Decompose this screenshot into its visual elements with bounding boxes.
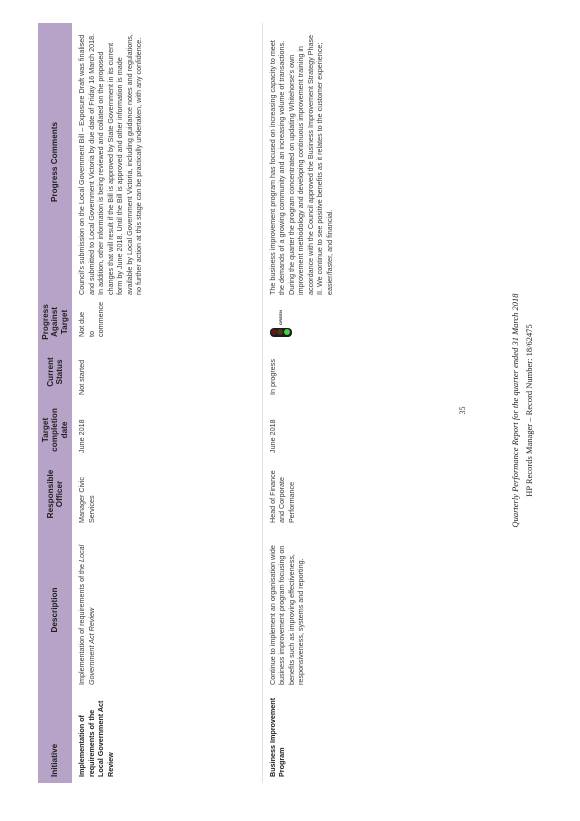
responsible-officer-cell: Head of Finance and Corporate Performanc… (267, 470, 296, 523)
responsible-officer-cell: Manager Civic Services (72, 459, 262, 529)
description-cell: Continue to implement an organisation wi… (267, 545, 306, 685)
progress-comments-cell: Council's submission on the Local Govern… (72, 23, 262, 301)
traffic-light-icon: GREEN (269, 309, 292, 337)
initiative-cell: Business Improvement Program (267, 697, 287, 777)
record-number: HP Records Manager – Record Number: 18/6… (524, 324, 534, 497)
header-description: Description (38, 529, 72, 691)
header-current-status: Current Status (38, 343, 72, 401)
progress-comments-cell: The business improvement program has foc… (262, 23, 452, 301)
header-initiative: Initiative (38, 691, 72, 783)
report-title: Quarterly Performance Report for the qua… (510, 293, 520, 528)
table-row: Business Improvement Program Continue to… (262, 23, 452, 783)
traffic-light-amber (277, 329, 284, 336)
current-status-cell: In progress (267, 359, 277, 395)
header-target-completion-date: Target completion date (38, 401, 72, 459)
traffic-light-red (270, 329, 277, 336)
comment-paragraph: Council's submission on the Local Govern… (77, 33, 96, 295)
table-row: Implementation of requirements of the Lo… (72, 23, 262, 783)
target-date-cell: June 2018 (72, 401, 262, 459)
traffic-light-label: GREEN (277, 309, 283, 325)
target-date-cell: June 2018 (267, 419, 277, 453)
header-responsible-officer: Responsible Officer (38, 459, 72, 529)
comment-paragraph: The business improvement program has foc… (267, 34, 334, 295)
performance-table: Initiative Description Responsible Offic… (38, 23, 452, 783)
description-cell: Implementation of requirements of the Lo… (72, 529, 262, 691)
traffic-light-green (284, 329, 291, 336)
description-text: Implementation of requirements of the (77, 563, 86, 685)
header-progress-against-target: Progress Against Target (38, 301, 72, 343)
page-number: 35 (458, 406, 467, 415)
progress-against-target-cell: GREEN (262, 301, 452, 343)
table-header-row: Initiative Description Responsible Offic… (38, 23, 72, 783)
progress-against-target-cell: Not due to commence (72, 301, 262, 343)
initiative-cell: Implementation of requirements of the Lo… (72, 691, 262, 783)
header-progress-comments: Progress Comments (38, 23, 72, 301)
current-status-cell: Not started (72, 343, 262, 401)
comment-paragraph: In addition, other information is being … (96, 34, 143, 295)
